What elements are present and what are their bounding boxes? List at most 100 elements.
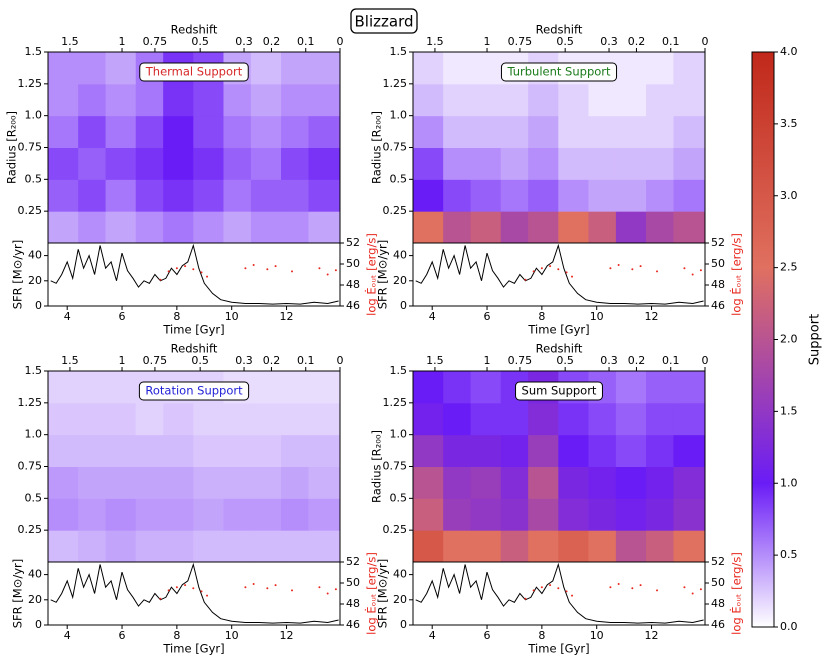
eout-point (326, 273, 329, 276)
sfr-y-tick-label: 40 (393, 249, 407, 262)
heatmap-cell (78, 147, 107, 180)
top-tick-label: 0.1 (297, 354, 315, 367)
sfr-x-tick-label: 4 (64, 310, 71, 323)
sfr-frame (47, 242, 341, 307)
sfr-x-tick-label: 12 (280, 310, 294, 323)
heatmap-cell (673, 179, 706, 212)
heatmap-cell (470, 371, 502, 404)
top-tick-label: 0.2 (263, 354, 281, 367)
eout-point (200, 590, 203, 593)
sfr-x-axis-label: Time [Gyr] (527, 642, 589, 656)
eout-point (274, 265, 277, 268)
eout-point (159, 278, 162, 281)
heatmap-cell (528, 402, 559, 436)
top-tick-label: 1.5 (61, 35, 79, 48)
colorbar (751, 51, 775, 628)
top-axis-label: Redshift (536, 342, 583, 356)
heatmap-cell (646, 211, 674, 244)
y-tick-label: 1.25 (383, 396, 408, 409)
heatmap-cell (193, 83, 224, 117)
heatmap-cell (443, 52, 472, 85)
heatmap-cell (105, 83, 137, 117)
heatmap-cell (193, 466, 224, 499)
eout-point (656, 589, 659, 592)
heatmap-cell (48, 52, 79, 85)
eout-point (699, 269, 702, 272)
y-tick-label: 0.75 (383, 141, 408, 154)
sfr-y-tick-label: 20 (393, 593, 407, 606)
top-tick-label: 0.3 (235, 354, 253, 367)
heatmap-cell (48, 434, 79, 467)
heatmap-cell (48, 402, 79, 436)
heatmap-cell (308, 402, 341, 436)
panel-label-box (500, 62, 618, 82)
sfr-y2-tick-label: 48 (346, 278, 360, 291)
heatmap-cell (443, 434, 472, 467)
heatmap-cell (528, 434, 559, 467)
sfr-y-axis-label: SFR [M⊙/yr] (376, 240, 390, 310)
top-tick-label: 1 (119, 354, 126, 367)
heatmap-cell (443, 147, 472, 180)
heatmap-cell (281, 530, 309, 563)
title-box (350, 8, 418, 34)
heatmap-cell (413, 434, 444, 467)
heatmap-cell (470, 83, 502, 117)
eout-point (291, 270, 294, 273)
heatmap-cell (223, 498, 252, 531)
sfr-x-tick-label: 8 (173, 310, 180, 323)
top-tick-label: 0 (702, 35, 709, 48)
heatmap-cell (135, 115, 164, 148)
eout-point (200, 271, 203, 274)
top-tick-label: 0.75 (143, 35, 168, 48)
sfr-y2-tick-label: 52 (346, 555, 360, 568)
top-axis-label: Redshift (171, 23, 218, 37)
heatmap-cell (588, 466, 617, 499)
eout-point (326, 592, 329, 595)
heatmap-cell (615, 530, 647, 563)
heatmap-cell (48, 211, 79, 244)
heatmap-cell (443, 530, 472, 563)
y-tick-label: 0.75 (18, 141, 43, 154)
top-tick-label: 0.3 (600, 35, 618, 48)
heatmap-cell (673, 530, 706, 563)
eout-point (334, 588, 337, 591)
eout-point (266, 268, 269, 271)
eout-point (532, 270, 535, 273)
heatmap-cell (105, 179, 137, 212)
heatmap-cell (615, 402, 647, 436)
heatmap-cell (500, 434, 529, 467)
heatmap-cell (250, 466, 282, 499)
y-tick-label: 1.5 (25, 364, 43, 377)
heatmap-cell (78, 402, 107, 436)
eout-point (691, 273, 694, 276)
heatmap-cell (223, 434, 252, 467)
panel-label-box (139, 62, 249, 82)
eout-point (524, 278, 527, 281)
sfr-x-tick-label: 4 (64, 629, 71, 642)
eout-point (631, 587, 634, 590)
y-tick-label: 1.25 (383, 77, 408, 90)
top-tick-label: 0.3 (600, 354, 618, 367)
heatmap-cell (281, 211, 309, 244)
sfr-y2-tick-label: 52 (711, 555, 725, 568)
eout-point (252, 264, 255, 267)
heatmap-cell (135, 466, 164, 499)
heatmap-cell (223, 179, 252, 212)
heatmap-cell (250, 498, 282, 531)
heatmap-cell (558, 498, 589, 531)
y-tick-label: 1.0 (390, 428, 408, 441)
heatmap-cell (646, 371, 674, 404)
sfr-line (415, 562, 704, 624)
heatmap-cell (528, 466, 559, 499)
sfr-frame (412, 242, 706, 307)
heatmap-cell (413, 466, 444, 499)
heatmap-cell (281, 498, 309, 531)
heatmap-cell (673, 434, 706, 467)
heatmap-cell (615, 434, 647, 467)
heatmap-cell (163, 147, 194, 180)
sfr-x-tick-label: 6 (119, 310, 126, 323)
heatmap-cell (646, 530, 674, 563)
heatmap-cell (250, 52, 282, 85)
heatmap-cell (615, 466, 647, 499)
eout-point (175, 586, 178, 589)
